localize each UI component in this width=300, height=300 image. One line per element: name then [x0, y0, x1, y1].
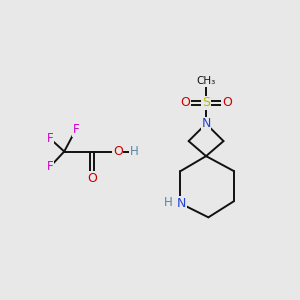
Text: S: S — [202, 97, 210, 110]
Text: O: O — [222, 97, 232, 110]
Text: O: O — [180, 97, 190, 110]
Text: O: O — [113, 145, 123, 158]
Text: N: N — [201, 117, 211, 130]
Text: H: H — [130, 145, 138, 158]
Text: CH₃: CH₃ — [196, 76, 216, 86]
Text: F: F — [73, 123, 79, 136]
Text: O: O — [87, 172, 97, 184]
Text: N: N — [177, 197, 186, 210]
Text: F: F — [47, 132, 54, 145]
Text: F: F — [47, 160, 54, 173]
Text: H: H — [164, 196, 173, 209]
